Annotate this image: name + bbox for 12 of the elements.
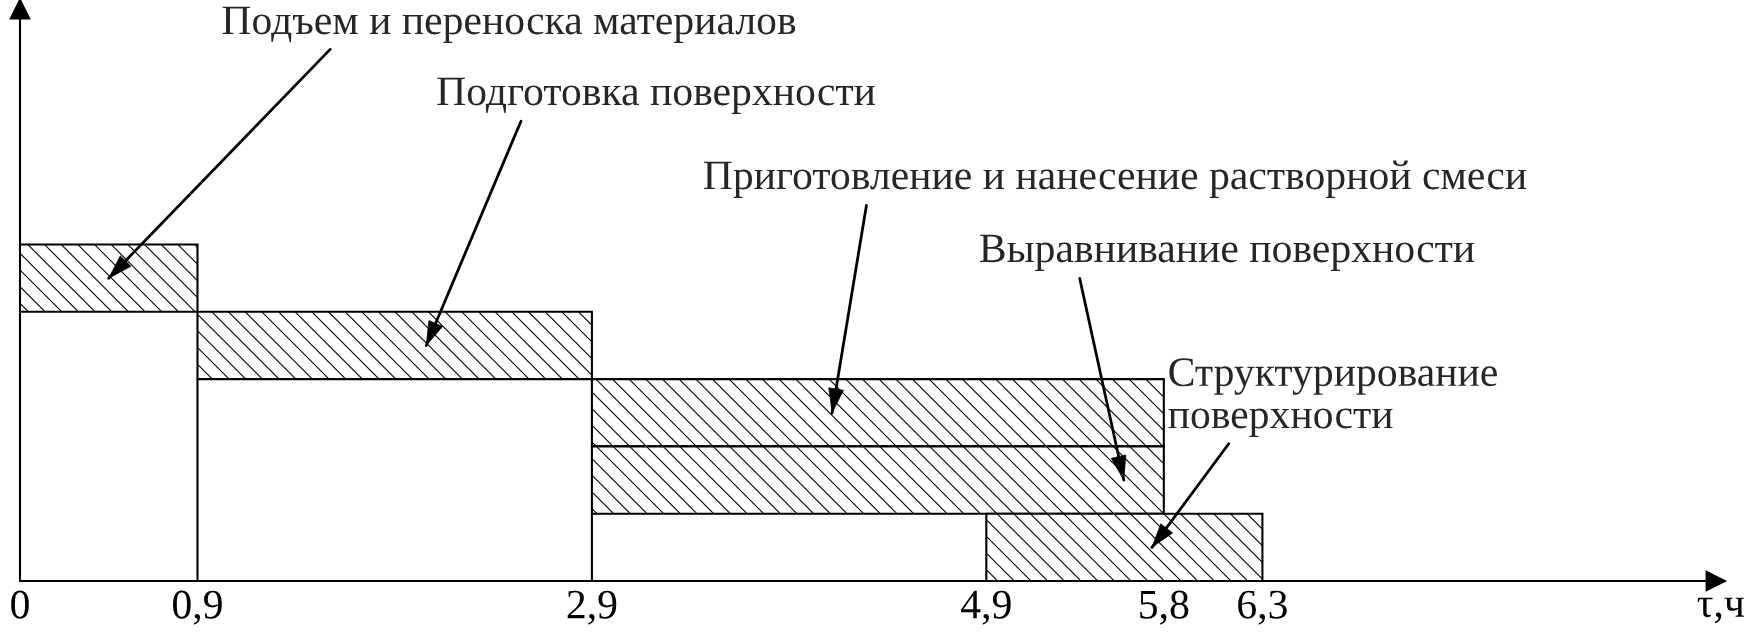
x-tick-label: 5,8 [1140, 590, 1189, 625]
text: Подъем и переноска материалов [222, 6, 796, 43]
x-tick-label: 6,3 [1238, 590, 1287, 625]
text: Приготовление и нанесение растворной смеси [703, 160, 1527, 198]
x-tick-label: 0,9 [173, 590, 222, 625]
annotation: Выравнивание поверхности [980, 234, 1475, 271]
x-tick-label: 2,9 [567, 590, 617, 625]
text: Подготовка поверхности [437, 77, 875, 114]
annotation: Структурирование поверхности [1168, 358, 1497, 437]
x-tick-label: 4,9 [961, 590, 1011, 625]
x-tick-label: 0 [11, 590, 29, 619]
x-axis-title: τ,ч [1697, 597, 1744, 624]
